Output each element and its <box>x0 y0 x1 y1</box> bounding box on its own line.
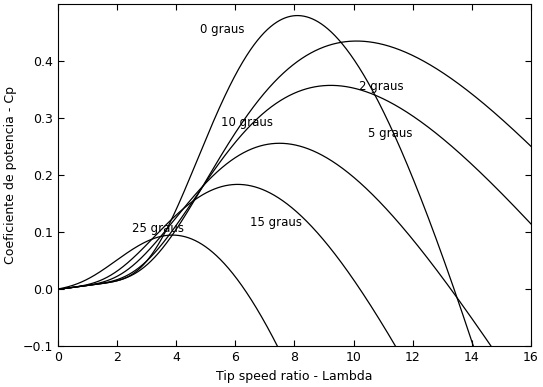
Text: 5 graus: 5 graus <box>368 127 413 140</box>
Text: 15 graus: 15 graus <box>250 216 302 229</box>
Y-axis label: Coeficiente de potencia - Cp: Coeficiente de potencia - Cp <box>4 86 17 264</box>
Text: 0 graus: 0 graus <box>200 22 244 36</box>
Text: 10 graus: 10 graus <box>220 115 273 128</box>
X-axis label: Tip speed ratio - Lambda: Tip speed ratio - Lambda <box>216 370 372 383</box>
Text: 25 graus: 25 graus <box>132 222 184 235</box>
Text: 2 graus: 2 graus <box>359 80 404 92</box>
